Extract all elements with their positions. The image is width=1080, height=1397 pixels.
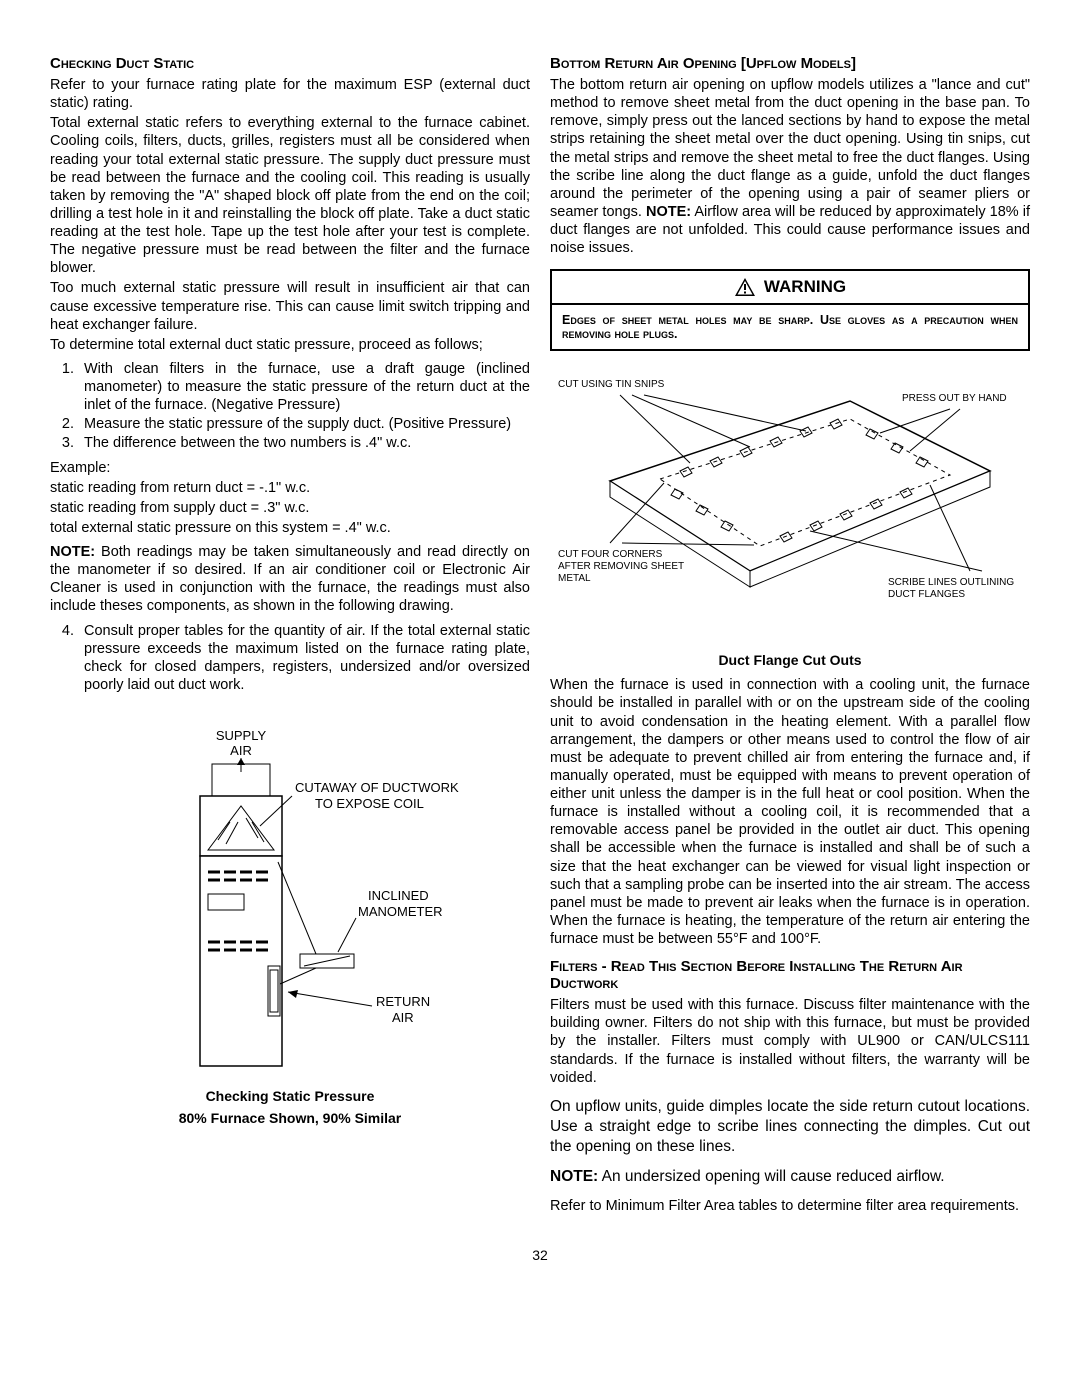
return-label: RETURN <box>376 994 430 1009</box>
procedure-list: With clean filters in the furnace, use a… <box>78 360 530 453</box>
bottom-return-heading: Bottom Return Air Opening [Upflow Models… <box>550 55 1030 72</box>
paragraph: When the furnace is used in connection w… <box>550 676 1030 948</box>
note-body: An undersized opening will cause reduced… <box>598 1168 944 1185</box>
manometer-icon <box>278 862 354 984</box>
warning-box: WARNING Edges of sheet metal holes may b… <box>550 269 1030 351</box>
press-label: PRESS OUT BY HAND <box>902 393 1007 404</box>
warning-header: WARNING <box>552 271 1028 305</box>
note-paragraph: NOTE: An undersized opening will cause r… <box>550 1167 1030 1187</box>
procedure-list-cont: Consult proper tables for the quantity o… <box>78 622 530 695</box>
note-bold: NOTE: <box>550 1168 598 1185</box>
supply-air-label: SUPPLY <box>216 728 267 743</box>
scribe-label: DUCT FLANGES <box>888 589 965 600</box>
warning-icon <box>734 277 756 297</box>
scribe-label: SCRIBE LINES OUTLINING <box>888 577 1014 588</box>
paragraph: On upflow units, guide dimples locate th… <box>550 1097 1030 1157</box>
right-column: Bottom Return Air Opening [Upflow Models… <box>550 55 1030 1217</box>
list-item: Measure the static pressure of the suppl… <box>78 415 530 433</box>
manometer-label: MANOMETER <box>358 904 443 919</box>
note-body: Both readings may be taken simultaneousl… <box>50 544 530 614</box>
left-column: Checking Duct Static Refer to your furna… <box>50 55 530 1217</box>
corners-label: CUT FOUR CORNERS <box>558 549 663 560</box>
paragraph: The bottom return air opening on upflow … <box>550 76 1030 257</box>
cutaway-label: TO EXPOSE COIL <box>315 796 424 811</box>
duct-flange-figure: CUT USING TIN SNIPS PRESS OUT BY HAND CU… <box>550 371 1030 668</box>
list-item: With clean filters in the furnace, use a… <box>78 360 530 414</box>
note-paragraph: NOTE: Both readings may be taken simulta… <box>50 543 530 616</box>
supply-air-label: AIR <box>230 743 252 758</box>
paragraph: Refer to Minimum Filter Area tables to d… <box>550 1197 1030 1215</box>
paragraph: Total external static refers to everythi… <box>50 114 530 277</box>
warning-body: Edges of sheet metal holes may be sharp.… <box>552 305 1028 349</box>
note-bold: NOTE: <box>50 544 95 560</box>
warning-title: WARNING <box>764 277 846 297</box>
paragraph-body: The bottom return air opening on upflow … <box>550 77 1030 220</box>
figure-caption: 80% Furnace Shown, 90% Similar <box>50 1110 530 1126</box>
page-number: 32 <box>50 1247 1030 1263</box>
list-item: Consult proper tables for the quantity o… <box>78 622 530 695</box>
corners-label: AFTER REMOVING SHEET <box>558 561 684 572</box>
example-line: static reading from return duct = -.1" w… <box>50 479 530 497</box>
return-label: AIR <box>392 1010 414 1025</box>
cutaway-label: CUTAWAY OF DUCTWORK <box>295 780 459 795</box>
example-line: static reading from supply duct = .3" w.… <box>50 499 530 517</box>
paragraph: Filters must be used with this furnace. … <box>550 996 1030 1087</box>
paragraph: Refer to your furnace rating plate for t… <box>50 76 530 112</box>
inclined-label: INCLINED <box>368 888 429 903</box>
page-columns: Checking Duct Static Refer to your furna… <box>50 55 1030 1217</box>
paragraph: To determine total external duct static … <box>50 336 530 354</box>
figure-caption: Checking Static Pressure <box>50 1088 530 1104</box>
figure-caption: Duct Flange Cut Outs <box>550 652 1030 668</box>
note-bold: NOTE: <box>646 204 691 220</box>
list-item: The difference between the two numbers i… <box>78 434 530 452</box>
furnace-diagram-svg: SUPPLY AIR CUTAWAY OF DUCTWORK TO EXPOSE… <box>120 722 460 1082</box>
example-label: Example: <box>50 459 530 477</box>
static-pressure-figure: SUPPLY AIR CUTAWAY OF DUCTWORK TO EXPOSE… <box>50 722 530 1126</box>
example-line: total external static pressure on this s… <box>50 519 530 537</box>
checking-duct-static-heading: Checking Duct Static <box>50 55 530 72</box>
paragraph: Too much external static pressure will r… <box>50 279 530 333</box>
corners-label: METAL <box>558 573 591 584</box>
duct-flange-svg: CUT USING TIN SNIPS PRESS OUT BY HAND CU… <box>550 371 1030 641</box>
filters-heading: Filters - Read This Section Before Insta… <box>550 958 1030 992</box>
cut-tin-label: CUT USING TIN SNIPS <box>558 379 665 390</box>
